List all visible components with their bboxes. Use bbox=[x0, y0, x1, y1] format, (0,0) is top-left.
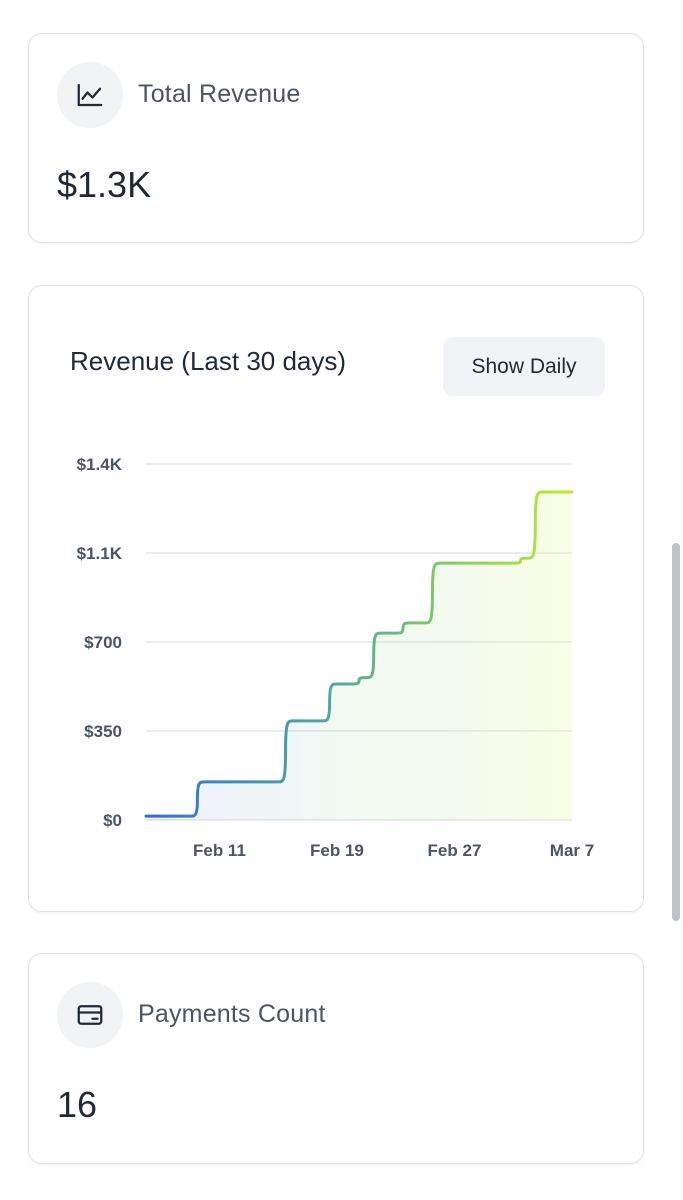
x-axis-tick-label: Feb 27 bbox=[428, 841, 482, 860]
chart-title: Revenue (Last 30 days) bbox=[70, 346, 347, 376]
total-revenue-value: $1.3K bbox=[57, 164, 152, 205]
y-axis-tick-label: $1.4K bbox=[77, 455, 123, 474]
y-axis-tick-label: $1.1K bbox=[77, 544, 123, 563]
payments-count-card: Payments Count 16 bbox=[28, 953, 644, 1164]
x-axis-tick-label: Mar 7 bbox=[550, 841, 594, 860]
x-axis-tick-label: Feb 19 bbox=[310, 841, 364, 860]
page-scrollbar[interactable] bbox=[672, 543, 680, 921]
y-axis-tick-label: $700 bbox=[84, 633, 122, 652]
chart-line-icon bbox=[57, 62, 123, 128]
total-revenue-card: Total Revenue $1.3K bbox=[28, 33, 644, 243]
show-daily-button[interactable]: Show Daily bbox=[443, 337, 605, 396]
revenue-line-chart: $0 $350 $700 $1.1K $1.4K Feb 11 Feb 19 Feb 27 Ma… bbox=[77, 455, 595, 860]
total-revenue-label: Total Revenue bbox=[138, 80, 301, 108]
revenue-area-fill bbox=[146, 491, 572, 820]
credit-card-icon bbox=[57, 982, 123, 1048]
y-axis-tick-label: $0 bbox=[103, 811, 122, 830]
y-axis-tick-label: $350 bbox=[84, 722, 122, 741]
revenue-chart-card: Revenue (Last 30 days) Show Daily $0 $350… bbox=[28, 285, 644, 912]
revenue-series-line bbox=[144, 490, 574, 818]
x-axis-tick-label: Feb 11 bbox=[193, 841, 246, 860]
payments-count-value: 16 bbox=[57, 1084, 98, 1125]
payments-count-label: Payments Count bbox=[138, 1000, 326, 1028]
